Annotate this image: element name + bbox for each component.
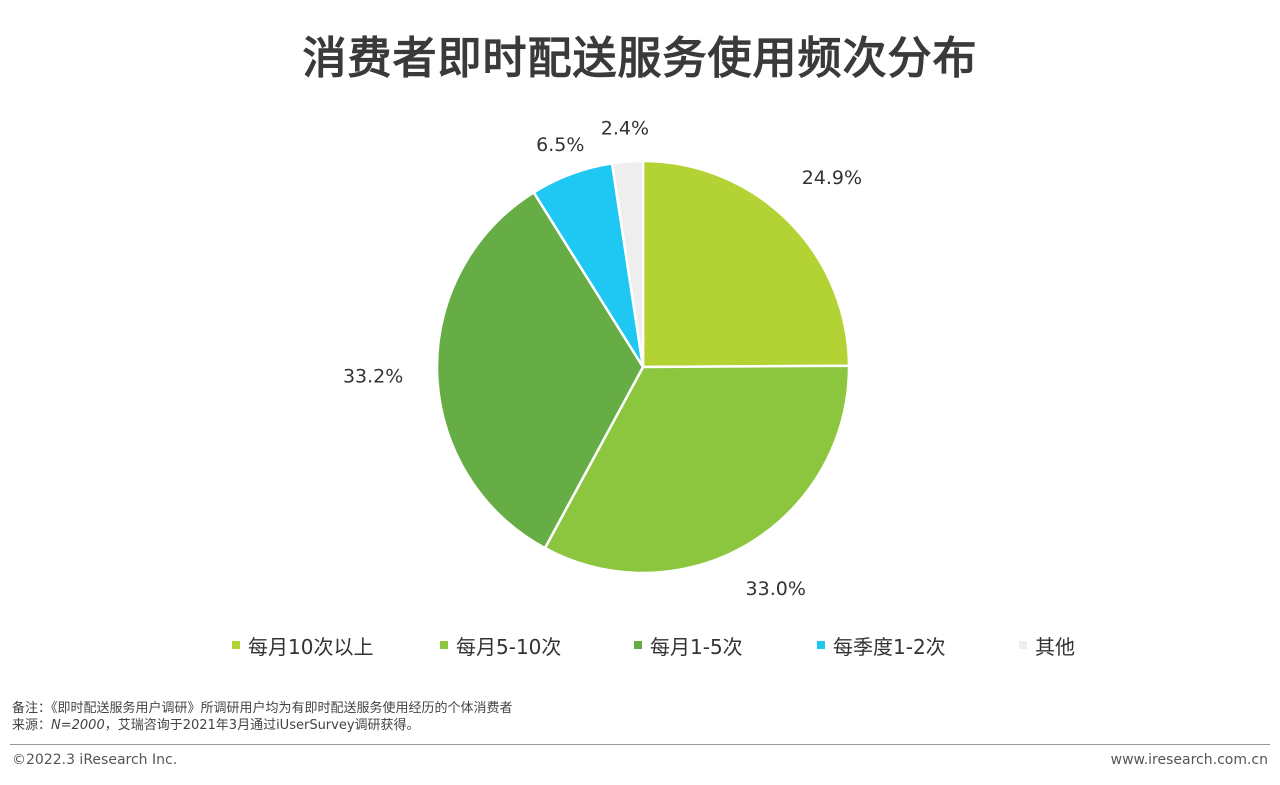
footer-divider	[10, 744, 1270, 745]
legend-swatch	[817, 641, 825, 649]
legend-swatch	[634, 641, 642, 649]
chart-title: 消费者即时配送服务使用频次分布	[302, 33, 978, 84]
copyright: ©2022.3 iResearch Inc.	[12, 752, 178, 768]
pie-slice	[543, 364, 851, 575]
pie-slice	[435, 190, 645, 550]
legend-swatch	[1019, 641, 1027, 649]
data-label: 33.0%	[746, 578, 806, 600]
data-label: 6.5%	[536, 134, 584, 156]
legend: 每月10次以上 每月5-10次 每月1-5次 每季度1-2次 其他	[0, 630, 1280, 660]
pie-slice	[641, 159, 851, 369]
legend-item: 每月1-5次	[634, 630, 743, 660]
legend-label: 其他	[1035, 634, 1075, 659]
source-prefix: 来源：	[12, 718, 52, 733]
data-label: 24.9%	[802, 167, 862, 189]
legend-label: 每月10次以上	[248, 634, 374, 659]
sample-size: N=2000	[51, 718, 105, 733]
pie-slice	[610, 159, 645, 368]
website-link[interactable]: www.iresearch.com.cn	[1110, 752, 1268, 768]
source-line: 来源：N=2000，艾瑞咨询于2021年3月通过iUserSurvey调研获得。	[12, 717, 513, 734]
legend-item: 每月5-10次	[440, 630, 561, 660]
legend-item: 每月10次以上	[232, 630, 373, 660]
legend-item: 每季度1-2次	[817, 630, 946, 660]
data-label: 33.2%	[343, 365, 403, 387]
source-text: ，艾瑞咨询于2021年3月通过iUserSurvey调研获得。	[104, 718, 420, 733]
legend-item: 其他	[1019, 630, 1075, 660]
legend-swatch	[232, 641, 240, 649]
data-label: 2.4%	[601, 118, 649, 140]
legend-label: 每月5-10次	[456, 634, 562, 659]
legend-swatch	[440, 641, 448, 649]
legend-label: 每季度1-2次	[833, 634, 946, 659]
notes: 备注：《即时配送服务用户调研》所调研用户均为有即时配送服务使用经历的个体消费者 …	[12, 700, 513, 734]
pie-chart: 24.9% 33.0% 33.2% 6.5% 2.4%	[343, 118, 862, 601]
note-line: 备注：《即时配送服务用户调研》所调研用户均为有即时配送服务使用经历的个体消费者	[12, 701, 513, 716]
legend-label: 每月1-5次	[650, 634, 743, 659]
